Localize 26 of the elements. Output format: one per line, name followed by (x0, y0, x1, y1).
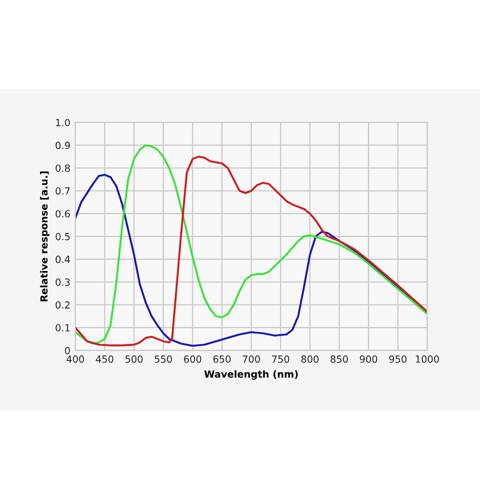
x-tick-label: 900 (360, 355, 378, 363)
x-tick-label: 750 (272, 355, 290, 363)
y-tick-label: 0.6 (56, 210, 70, 218)
y-tick-label: 0.8 (56, 164, 70, 172)
x-tick-label: 500 (125, 355, 143, 363)
x-axis-title: Wavelength (nm) (204, 370, 298, 380)
y-tick-label: 0 (64, 346, 70, 354)
x-tick-label: 1000 (416, 355, 439, 363)
y-tick-label: 0.5 (56, 232, 70, 240)
y-axis-title: Relative response [a.u.] (40, 171, 50, 302)
x-tick-label: 550 (154, 355, 172, 363)
y-tick-label: 0.7 (56, 187, 70, 195)
x-tick-label: 400 (66, 355, 84, 363)
x-tick-label: 950 (389, 355, 407, 363)
x-tick-label: 650 (213, 355, 231, 363)
x-tick-label: 800 (301, 355, 319, 363)
y-tick-label: 0.9 (56, 142, 70, 150)
y-tick-label: 0.1 (56, 324, 70, 332)
y-tick-label: 1.0 (56, 118, 70, 126)
x-tick-label: 700 (242, 355, 260, 363)
y-tick-label: 0.2 (56, 301, 70, 309)
x-tick-label: 600 (184, 355, 202, 363)
y-tick-label: 0.4 (56, 256, 70, 264)
y-tick-label: 0.3 (56, 278, 70, 286)
x-tick-label: 450 (96, 355, 114, 363)
x-tick-label: 850 (330, 355, 348, 363)
